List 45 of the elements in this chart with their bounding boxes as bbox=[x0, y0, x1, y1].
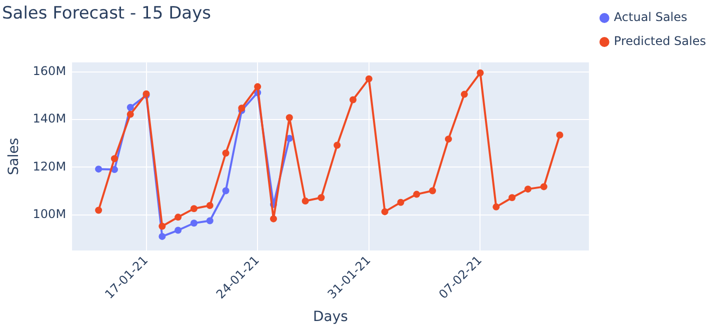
point bbox=[365, 75, 372, 82]
point bbox=[397, 198, 404, 206]
point bbox=[95, 166, 102, 173]
point bbox=[95, 206, 102, 214]
y-tick-label: 160M bbox=[32, 64, 66, 78]
point bbox=[508, 194, 516, 202]
y-axis-title: Sales bbox=[6, 138, 22, 176]
point bbox=[460, 90, 468, 98]
point bbox=[540, 183, 548, 190]
point bbox=[270, 215, 277, 222]
point bbox=[381, 208, 388, 216]
point bbox=[158, 232, 166, 240]
point bbox=[302, 197, 309, 204]
x-axis-title: Days bbox=[313, 309, 348, 326]
legend-label: Predicted Sales bbox=[614, 34, 706, 48]
point bbox=[174, 214, 182, 221]
point bbox=[190, 220, 198, 227]
point bbox=[413, 190, 420, 198]
point bbox=[126, 110, 134, 118]
legend-label: Actual Sales bbox=[614, 10, 688, 24]
y-tick-label: 140M bbox=[32, 112, 66, 126]
point bbox=[350, 96, 357, 104]
point bbox=[206, 202, 214, 209]
point bbox=[190, 205, 198, 212]
point bbox=[429, 187, 436, 194]
point bbox=[524, 186, 532, 193]
point bbox=[492, 203, 500, 210]
point bbox=[318, 194, 325, 202]
y-tick-label: 120M bbox=[32, 159, 66, 174]
point bbox=[222, 187, 230, 194]
point bbox=[476, 69, 484, 76]
point bbox=[254, 83, 262, 90]
point bbox=[222, 150, 230, 157]
point bbox=[158, 222, 166, 230]
y-tick-label: 100M bbox=[32, 206, 66, 221]
point bbox=[334, 142, 341, 149]
point bbox=[238, 104, 246, 112]
chart-title: Sales Forecast - 15 Days bbox=[2, 4, 212, 24]
point bbox=[174, 226, 182, 234]
point bbox=[126, 104, 134, 111]
point bbox=[286, 114, 293, 122]
point bbox=[444, 136, 452, 143]
point bbox=[206, 217, 214, 224]
point bbox=[110, 155, 118, 162]
point bbox=[556, 132, 564, 139]
